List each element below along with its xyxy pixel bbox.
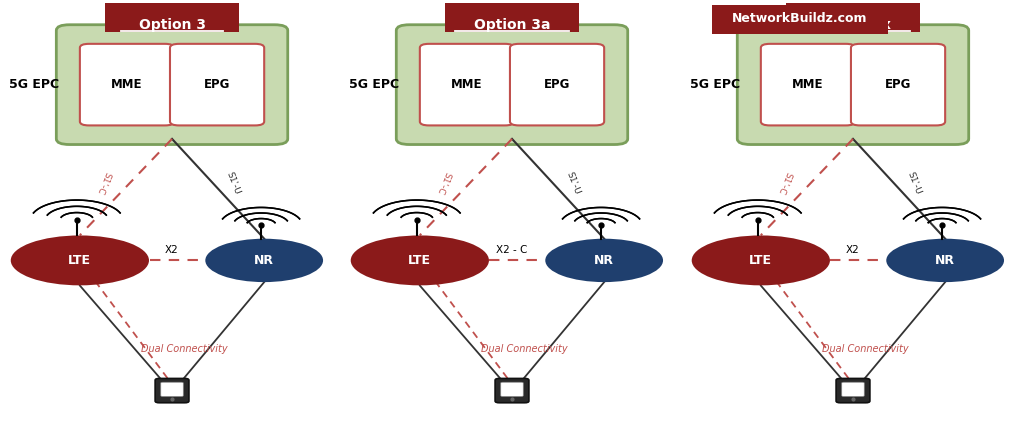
FancyBboxPatch shape	[786, 3, 920, 32]
FancyBboxPatch shape	[510, 44, 604, 125]
Text: S1'-U: S1'-U	[565, 171, 582, 196]
Text: Option 3: Option 3	[138, 18, 206, 32]
Text: 5G EPC: 5G EPC	[349, 78, 398, 91]
Text: S1'-C: S1'-C	[435, 170, 452, 195]
FancyBboxPatch shape	[105, 3, 239, 32]
Ellipse shape	[886, 239, 1004, 282]
Text: EPG: EPG	[544, 78, 570, 91]
FancyBboxPatch shape	[712, 5, 888, 34]
Text: X2: X2	[846, 245, 860, 255]
Ellipse shape	[350, 235, 489, 286]
Text: Dual Connectivity: Dual Connectivity	[481, 344, 567, 355]
Text: MME: MME	[112, 78, 142, 91]
Text: 5G EPC: 5G EPC	[9, 78, 58, 91]
FancyBboxPatch shape	[161, 382, 183, 397]
Text: EPG: EPG	[885, 78, 911, 91]
Text: MME: MME	[452, 78, 482, 91]
Text: Dual Connectivity: Dual Connectivity	[141, 344, 227, 355]
Text: X2: X2	[165, 245, 179, 255]
Text: X2 - C: X2 - C	[497, 245, 527, 255]
FancyBboxPatch shape	[56, 25, 288, 145]
FancyBboxPatch shape	[445, 3, 579, 32]
Text: Option 3a: Option 3a	[474, 18, 550, 32]
FancyBboxPatch shape	[842, 382, 864, 397]
Ellipse shape	[205, 239, 324, 282]
Text: MME: MME	[793, 78, 823, 91]
Ellipse shape	[692, 235, 829, 286]
Text: NR: NR	[935, 254, 955, 267]
FancyBboxPatch shape	[836, 378, 870, 403]
FancyBboxPatch shape	[80, 44, 174, 125]
Text: Option 3x: Option 3x	[815, 18, 891, 32]
Text: NR: NR	[254, 254, 274, 267]
Ellipse shape	[11, 235, 150, 286]
FancyBboxPatch shape	[496, 378, 528, 403]
Text: NetworkBuildz.com: NetworkBuildz.com	[732, 12, 867, 25]
FancyBboxPatch shape	[737, 25, 969, 145]
Text: S1'-C: S1'-C	[95, 170, 112, 195]
FancyBboxPatch shape	[170, 44, 264, 125]
FancyBboxPatch shape	[501, 382, 523, 397]
FancyBboxPatch shape	[420, 44, 514, 125]
Text: EPG: EPG	[204, 78, 230, 91]
Text: 5G EPC: 5G EPC	[690, 78, 739, 91]
FancyBboxPatch shape	[761, 44, 855, 125]
Text: Dual Connectivity: Dual Connectivity	[822, 344, 908, 355]
Text: LTE: LTE	[409, 254, 431, 267]
Text: S1'-C: S1'-C	[776, 170, 793, 195]
FancyBboxPatch shape	[156, 378, 188, 403]
Ellipse shape	[545, 239, 664, 282]
Text: NR: NR	[594, 254, 614, 267]
FancyBboxPatch shape	[851, 44, 945, 125]
Text: S1'-U: S1'-U	[225, 171, 242, 196]
Text: LTE: LTE	[69, 254, 91, 267]
FancyBboxPatch shape	[396, 25, 628, 145]
Text: LTE: LTE	[750, 254, 772, 267]
Text: S1'-U: S1'-U	[906, 171, 923, 196]
